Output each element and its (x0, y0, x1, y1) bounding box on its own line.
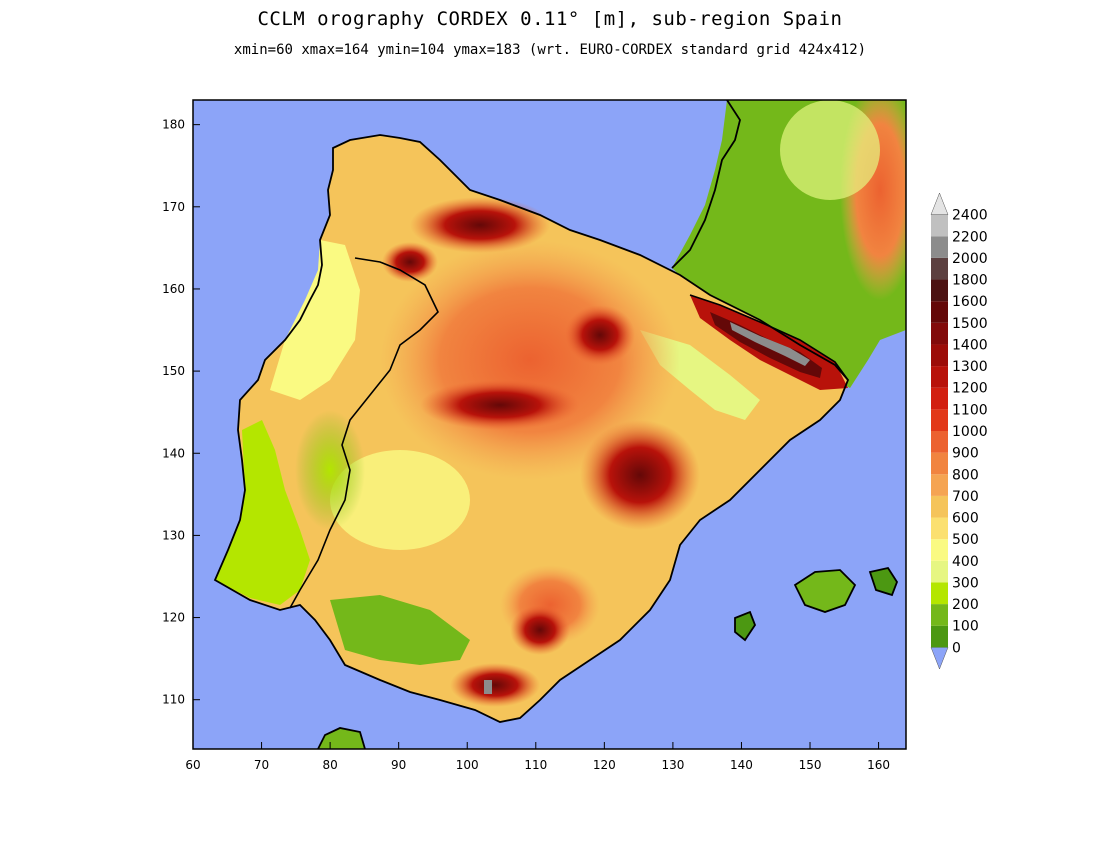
colorbar-label: 1600 (952, 294, 988, 310)
colorbar-label: 800 (952, 467, 979, 483)
portugal-border (289, 257, 439, 609)
iberian-system-north (565, 305, 635, 365)
colorbar-swatch (930, 647, 949, 670)
y-tick-label: 130 (162, 528, 185, 542)
colorbar-swatch (931, 301, 948, 323)
colorbar-label: 600 (952, 511, 979, 527)
colorbar-swatch (931, 560, 948, 583)
y-tick-label: 160 (162, 282, 185, 296)
colorbar-label: 1400 (952, 337, 988, 353)
x-tick-label: 70 (254, 758, 269, 772)
guadiana-lowland (330, 450, 470, 550)
x-tick-label: 110 (524, 758, 547, 772)
colorbar-swatch (931, 214, 948, 237)
mallorca (795, 570, 855, 612)
colorbar-label: 1100 (952, 402, 988, 418)
central-system (420, 380, 580, 430)
extremadura-lowland (295, 410, 365, 530)
y-tick-label: 170 (162, 200, 185, 214)
x-tick-label: 120 (593, 758, 616, 772)
ibiza (735, 612, 755, 640)
colorbar-label: 2000 (952, 251, 988, 267)
colorbar-label: 300 (952, 575, 979, 591)
colorbar-label: 900 (952, 446, 979, 462)
x-tick-label: 130 (661, 758, 684, 772)
sierra-cazorla (510, 605, 570, 655)
map-title: CCLM orography CORDEX 0.11° [m], sub-reg… (257, 8, 843, 30)
x-tick-label: 150 (799, 758, 822, 772)
colorbar-swatch (931, 257, 948, 280)
colorbar-swatch (930, 192, 949, 215)
colorbar-swatch (931, 517, 948, 540)
iberian-system-south (580, 420, 700, 530)
y-axis: 110 120 130 140 150 160 170 180 (162, 118, 200, 707)
colorbar-swatch (931, 604, 948, 626)
pyrenees-summits (730, 322, 810, 366)
france-spain-border (689, 294, 849, 381)
sierra-nevada (450, 663, 540, 707)
colorbar-swatch (931, 495, 948, 518)
guadalquivir-valley (330, 595, 470, 665)
colorbar-label: 2400 (952, 208, 988, 224)
x-tick-label: 160 (867, 758, 890, 772)
map-frame (192, 99, 907, 750)
colorbar-swatch (931, 474, 948, 496)
y-tick-label: 120 (162, 611, 185, 625)
colorbar-label: 200 (952, 597, 979, 613)
colorbar-label: 1000 (952, 424, 988, 440)
colorbar-swatch (931, 387, 948, 410)
map-subtitle: xmin=60 xmax=164 ymin=104 ymax=183 (wrt.… (233, 42, 867, 58)
sierra-nevada-peak (484, 680, 492, 694)
colorbar-label: 2200 (952, 229, 988, 245)
france-hills (780, 100, 880, 200)
colorbar-legend: 0 100 200 300 400 500 600 700 800 900 1000 1100 1200… (930, 192, 988, 670)
y-tick-label: 150 (162, 364, 185, 378)
colorbar-label: 0 (952, 640, 961, 656)
colorbar-label: 100 (952, 619, 979, 635)
x-tick-label: 100 (456, 758, 479, 772)
x-tick-label: 80 (322, 758, 337, 772)
coastlines (213, 100, 899, 749)
x-axis: 60 70 80 90 100 110 120 130 140 150 160 (185, 742, 890, 772)
x-tick-label: 60 (185, 758, 200, 772)
colorbar-swatch (931, 366, 948, 388)
colorbar-swatch (931, 431, 948, 453)
cantabrian-mountains (410, 197, 550, 253)
colorbar-swatch (931, 322, 948, 345)
colorbar-swatch (931, 279, 948, 302)
colorbar-label: 1200 (952, 381, 988, 397)
colorbar-swatch (931, 452, 948, 475)
colorbar-label: 1800 (952, 273, 988, 289)
y-tick-label: 140 (162, 446, 185, 460)
colorbar-swatch (931, 582, 948, 605)
menorca (870, 568, 897, 595)
y-tick-label: 180 (162, 118, 185, 132)
colorbar-label: 700 (952, 489, 979, 505)
colorbar-swatch (931, 625, 948, 648)
colorbar-swatch (931, 236, 948, 258)
y-tick-label: 110 (162, 693, 185, 707)
portugal-coast (270, 240, 360, 400)
x-tick-label: 140 (730, 758, 753, 772)
galician-massif (382, 242, 438, 282)
colorbar-label: 400 (952, 554, 979, 570)
colorbar-swatch (931, 409, 948, 431)
colorbar-swatch (931, 539, 948, 561)
colorbar-swatch (931, 344, 948, 367)
atlantic-lowlands (215, 420, 310, 605)
colorbar-label: 1500 (952, 316, 988, 332)
colorbar-label: 1300 (952, 359, 988, 375)
x-tick-label: 90 (391, 758, 406, 772)
colorbar-label: 500 (952, 532, 979, 548)
